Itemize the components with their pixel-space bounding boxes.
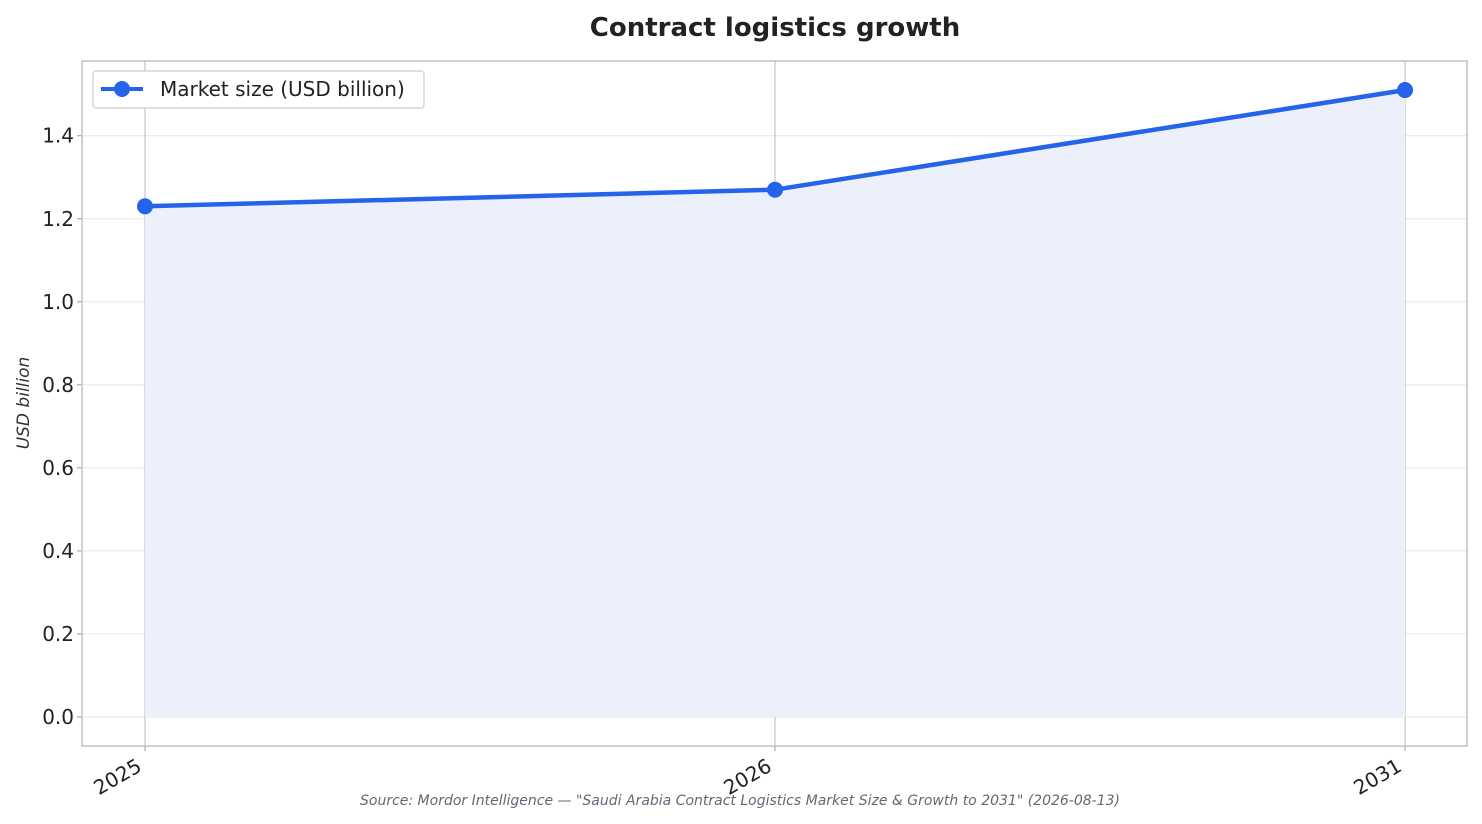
data-point: [1397, 82, 1413, 99]
legend: Market size (USD billion): [92, 70, 425, 109]
y-tick-label: 1.0: [42, 290, 74, 314]
data-point: [137, 198, 153, 215]
legend-marker-swatch: [114, 81, 130, 97]
legend-label: Market size (USD billion): [160, 77, 405, 101]
y-tick-label: 0.4: [42, 539, 74, 563]
x-tick-label: 2025: [89, 754, 145, 800]
plot-frame: [81, 60, 1468, 747]
y-tick-label: 1.2: [42, 207, 74, 231]
x-tick-label: 2031: [1349, 754, 1405, 800]
y-tick-label: 0.6: [42, 456, 74, 480]
y-axis: 0.0 0.2 0.4 0.6 0.8 1.0 1.2 1.4: [42, 124, 82, 729]
legend-box: [92, 70, 425, 109]
marker-layer: [137, 82, 1413, 215]
chart-title: Contract logistics growth: [590, 13, 960, 43]
x-axis: 2025 2026 2031: [89, 746, 1406, 800]
y-tick-label: 1.4: [42, 124, 74, 148]
y-tick-label: 0.8: [42, 373, 74, 397]
area-fill: [145, 90, 1405, 717]
y-axis-label: USD billion: [14, 357, 34, 450]
y-tick-label: 0.0: [42, 705, 74, 729]
source-note: Source: Mordor Intelligence — "Saudi Ara…: [360, 793, 1120, 809]
data-point: [767, 181, 783, 198]
y-tick-label: 0.2: [42, 622, 74, 646]
area-layer: [145, 90, 1405, 717]
